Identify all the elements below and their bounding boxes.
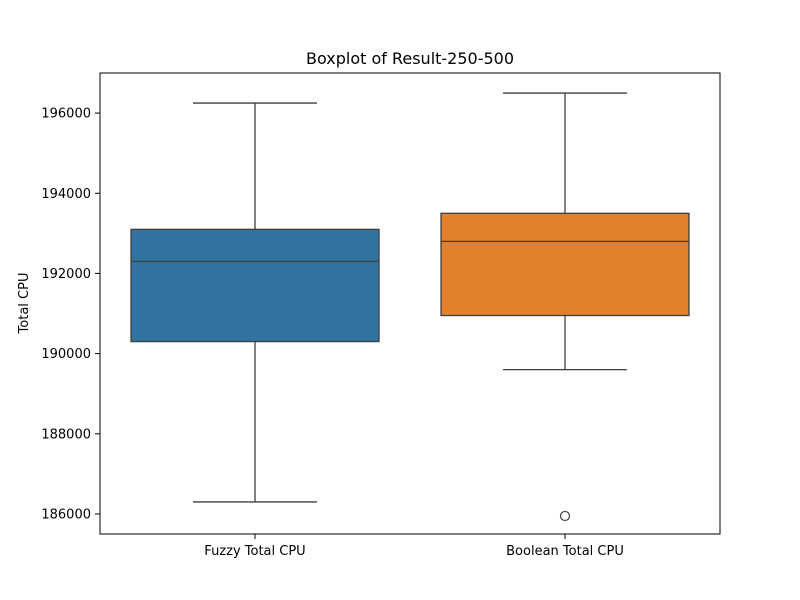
box-boolean-outlier — [561, 511, 570, 520]
y-tick-label: 196000 — [41, 107, 91, 122]
box-fuzzy-iqr-box — [131, 229, 379, 341]
y-tick-label: 188000 — [41, 427, 91, 442]
box-boolean-iqr-box — [441, 213, 689, 315]
y-tick-label: 186000 — [41, 507, 91, 522]
chart-title: Boxplot of Result-250-500 — [306, 49, 514, 68]
box-group — [131, 103, 379, 502]
y-axis-label: Total CPU — [17, 273, 32, 335]
y-tick-label: 192000 — [41, 267, 91, 282]
y-tick-label: 190000 — [41, 347, 91, 362]
box-group — [441, 93, 689, 520]
x-tick-label: Boolean Total CPU — [506, 544, 624, 559]
y-tick-label: 194000 — [41, 187, 91, 202]
x-tick-label: Fuzzy Total CPU — [204, 544, 305, 559]
